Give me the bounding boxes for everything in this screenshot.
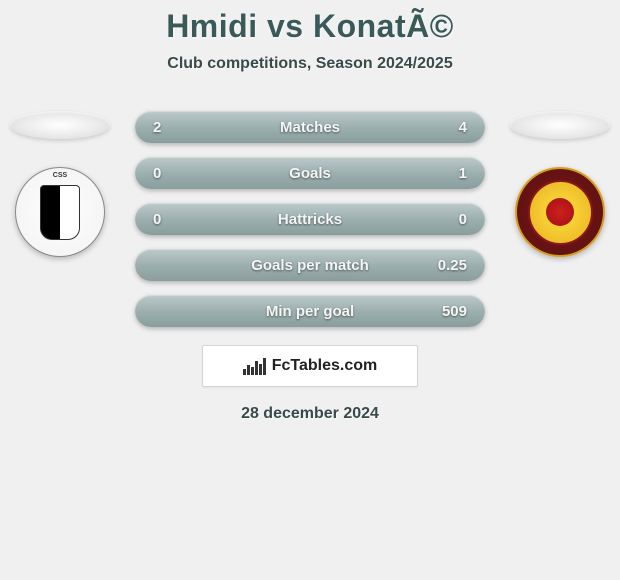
brand-box[interactable]: FcTables.com bbox=[202, 345, 418, 387]
stat-bar-goals-per-match: Goals per match 0.25 bbox=[135, 249, 485, 281]
stat-right-value: 4 bbox=[427, 119, 467, 136]
stat-label: Goals per match bbox=[251, 257, 369, 274]
stat-bar-hattricks: 0 Hattricks 0 bbox=[135, 203, 485, 235]
stat-right-value: 0 bbox=[427, 211, 467, 228]
stat-left-value: 0 bbox=[153, 211, 193, 228]
subtitle: Club competitions, Season 2024/2025 bbox=[167, 55, 452, 73]
brand-text: FcTables.com bbox=[272, 357, 378, 375]
stat-label: Goals bbox=[289, 165, 331, 182]
date-line: 28 december 2024 bbox=[241, 405, 379, 423]
stat-label: Hattricks bbox=[278, 211, 342, 228]
css-shield-icon bbox=[40, 185, 80, 240]
stat-right-value: 0.25 bbox=[427, 257, 467, 274]
est-ring-icon bbox=[528, 180, 593, 245]
left-club-badge bbox=[15, 167, 105, 257]
stats-area: 2 Matches 4 0 Goals 1 0 Hattricks 0 Goal… bbox=[0, 111, 620, 327]
bar-chart-icon bbox=[243, 358, 266, 375]
stat-left-value: 0 bbox=[153, 165, 193, 182]
stat-left-value: 2 bbox=[153, 119, 193, 136]
est-core-icon bbox=[546, 198, 574, 226]
stat-rows: 2 Matches 4 0 Goals 1 0 Hattricks 0 Goal… bbox=[135, 111, 485, 327]
stat-label: Matches bbox=[280, 119, 340, 136]
stat-right-value: 509 bbox=[427, 303, 467, 320]
right-club-badge bbox=[515, 167, 605, 257]
page-title: Hmidi vs KonatÃ© bbox=[166, 8, 454, 45]
stat-right-value: 1 bbox=[427, 165, 467, 182]
right-player-col bbox=[510, 111, 610, 257]
stat-bar-min-per-goal: Min per goal 509 bbox=[135, 295, 485, 327]
right-player-avatar bbox=[510, 111, 610, 139]
stat-label: Min per goal bbox=[266, 303, 354, 320]
stat-bar-goals: 0 Goals 1 bbox=[135, 157, 485, 189]
stat-bar-matches: 2 Matches 4 bbox=[135, 111, 485, 143]
left-player-col bbox=[10, 111, 110, 257]
left-player-avatar bbox=[10, 111, 110, 139]
